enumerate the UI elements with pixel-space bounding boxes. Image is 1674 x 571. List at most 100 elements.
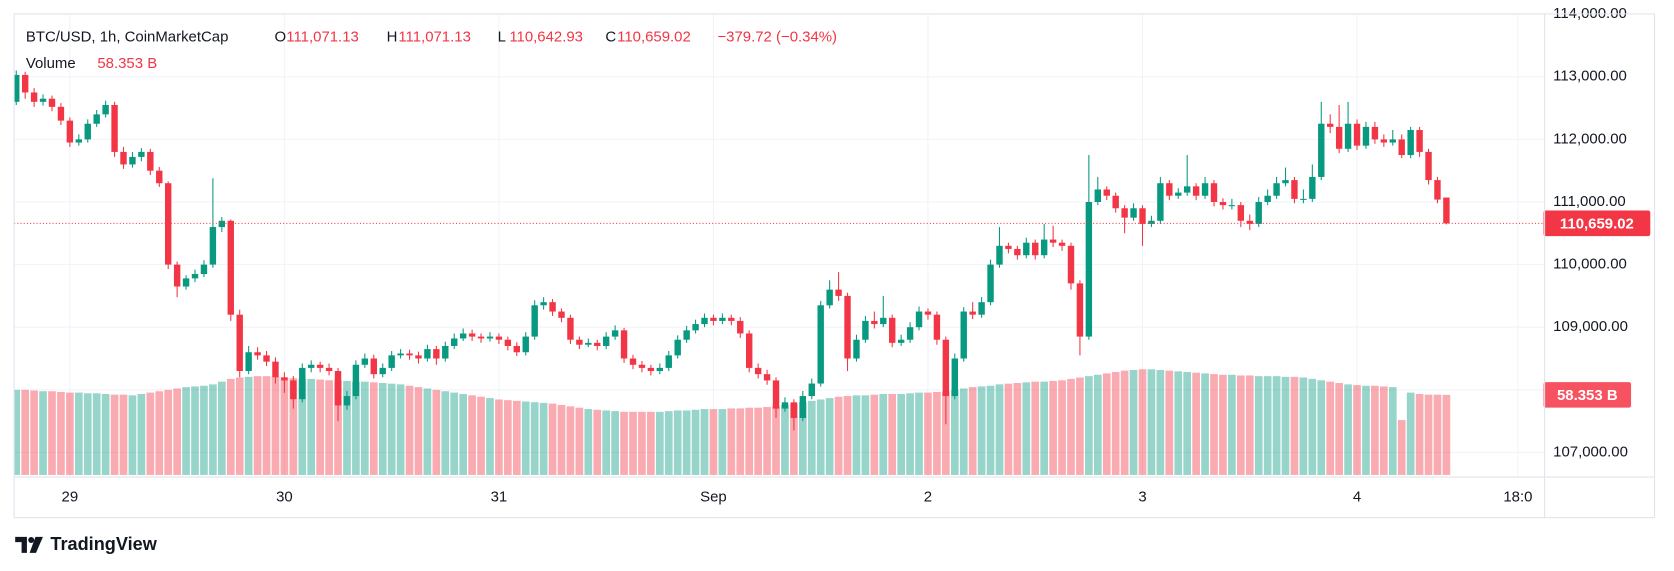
x-tick-label: 18:0 [1503,488,1532,505]
candle-body [978,302,985,315]
logo-dot [28,537,35,544]
volume-bar [539,402,548,475]
candle-body [173,264,181,287]
volume-bar [316,379,324,475]
candle-body [1335,126,1343,149]
volume-bar [191,386,199,475]
candle-body [889,317,896,343]
volume-bar [620,411,628,475]
candle-body [558,311,565,318]
volume-bar [92,393,101,475]
candle-body [388,355,395,368]
volume-bar [1067,378,1075,475]
candles [14,70,1545,431]
candle-body [540,302,547,306]
volume-bar [1192,372,1200,475]
candle-body [665,355,672,368]
volume-bar [790,403,798,475]
candle-body [191,273,199,279]
volume-bar [1281,376,1290,475]
x-tick-label: 29 [62,488,79,505]
candle-body [790,402,798,418]
candle-body [692,324,699,331]
candle-body [701,317,708,325]
volume-bar [1388,387,1397,475]
change-label: −379.72 (−0.34%) [717,28,837,45]
volume-bar [816,399,825,475]
candle-body [182,278,190,287]
volume-bar [638,411,646,475]
candle-body [1219,202,1227,206]
volume-bar [629,411,637,475]
volume-bar [244,376,253,475]
candle-body [379,367,386,375]
volume-bar [423,388,432,475]
volume-bar [593,409,602,475]
volume-bar [1111,372,1120,475]
candle-body [728,317,735,321]
volume-bar [548,403,557,475]
candle-body [996,245,1003,265]
candle-body [486,336,494,339]
volume-bar [1138,369,1147,475]
candle-body [1005,245,1012,249]
volume-bar [1085,376,1093,475]
volume-bar [655,411,664,475]
candle-body [1309,176,1316,199]
candle-body [710,317,717,321]
volume-bar [968,387,977,475]
volume-bar [1165,370,1174,475]
volume-bar [682,410,691,475]
volume-bar [48,391,56,475]
candle-body [1201,183,1209,196]
candle-body [1407,130,1414,156]
volume-bar [664,411,673,475]
volume-bar [459,393,468,475]
volume-bar [691,409,700,475]
candle-body [218,220,226,228]
candle-body [1282,180,1289,184]
candle-body [933,314,941,340]
ohlc-label: C [605,28,616,45]
volume-bar [933,391,941,475]
volume-bar [566,406,575,475]
volume-bar [66,392,74,475]
volume-bar [182,387,190,475]
ohlc-label: O [275,28,287,45]
volume-bar [30,390,38,475]
ohlc-label: L [498,28,506,45]
volume-bar [1379,386,1388,475]
volume-bar [1290,376,1299,475]
volume-bar [1120,370,1129,475]
volume-bar [557,404,566,475]
candle-body [924,311,932,315]
volume-bar [843,396,852,475]
candle-body [504,339,512,346]
volume-bar [468,395,476,475]
candle-body [459,333,467,339]
candle-body [1255,202,1262,224]
volume-bar [14,389,21,475]
volume-bar [432,389,441,475]
volume-bar [450,392,459,475]
last-price-label: 110,659.02 [1560,215,1634,232]
x-tick-label: 3 [1138,488,1146,505]
volume-bar [110,394,119,475]
volume-bar [1263,376,1272,475]
candle-body [906,327,914,340]
volume-value: 58.353 B [97,55,157,72]
candle-body [102,104,109,115]
volume-bar [289,378,298,475]
candle-body [316,364,324,368]
candle-body [719,317,726,321]
candle-body [1273,183,1280,196]
candle-body [1094,189,1102,203]
candle-body [817,305,824,384]
candle-body [164,183,172,265]
volume-bar [897,393,905,475]
volume-bar [942,391,950,475]
y-tick-label: 112,000.00 [1553,130,1627,147]
volume-bar [1308,378,1317,475]
volume-bar [1424,394,1433,475]
